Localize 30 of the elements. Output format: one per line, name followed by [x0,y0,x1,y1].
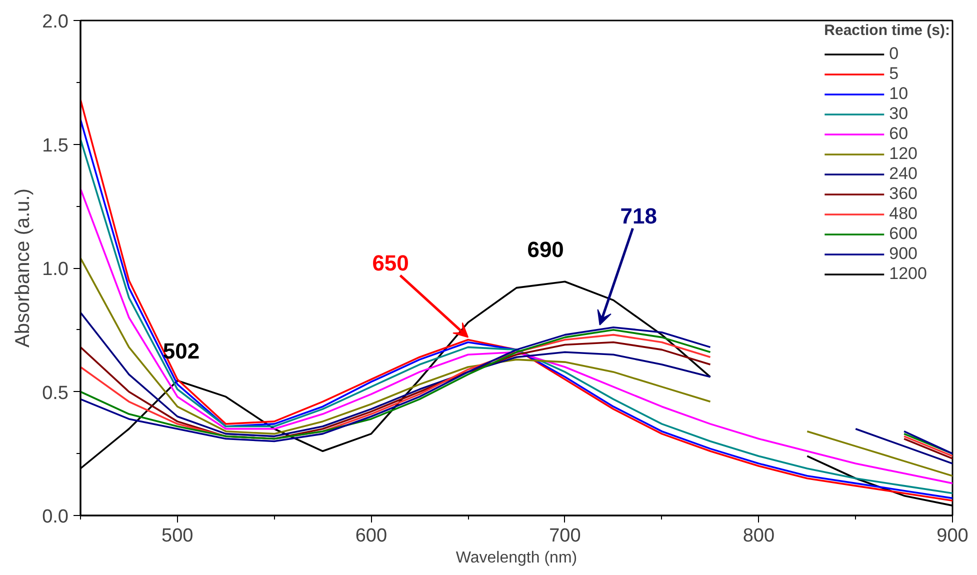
y-tick-label: 0.5 [42,382,69,404]
legend-label: 10 [889,84,910,104]
x-tick-label: 500 [162,526,194,546]
legend-label: 30 [889,104,910,124]
legend-label: 360 [889,184,918,204]
legend-label: 480 [889,204,918,224]
x-axis-title: Wavelength (nm) [456,550,578,566]
annotation: 718 [620,203,657,228]
legend-label: 240 [889,164,918,184]
line-series [80,188,952,484]
legend-label: 0 [889,44,900,64]
legend-label: 60 [889,124,910,144]
legend-label: 1200 [889,264,927,284]
annotation: 690 [527,236,564,262]
x-tick-label: 800 [742,526,775,546]
y-tick-label: 0.0 [42,506,69,528]
x-tick-label: 600 [355,526,388,546]
x-tick-label: 700 [549,526,581,546]
x-tick-label: 900 [936,526,968,546]
y-tick-label: 2.0 [42,12,69,32]
y-tick-label: 1.5 [42,135,69,156]
legend-title: Reaction time (s): [824,22,950,39]
annotation: 502 [162,338,200,364]
legend-label: 120 [889,144,918,164]
annotation: 650 [372,250,409,276]
y-axis-title: Absorbance (a.u.) [12,188,34,348]
y-tick-label: 1.0 [42,259,69,280]
legend-label: 600 [889,224,918,244]
legend-label: 5 [889,64,900,84]
legend-label: 900 [889,244,918,264]
